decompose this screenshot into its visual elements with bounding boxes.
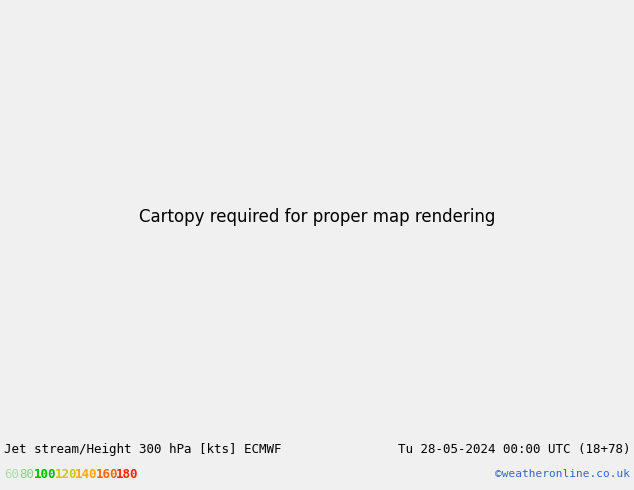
Text: Tu 28-05-2024 00:00 UTC (18+78): Tu 28-05-2024 00:00 UTC (18+78) [398,443,630,456]
Text: 60: 60 [4,468,19,481]
Text: Jet stream/Height 300 hPa [kts] ECMWF: Jet stream/Height 300 hPa [kts] ECMWF [4,443,281,456]
Text: 80: 80 [19,468,34,481]
Text: Cartopy required for proper map rendering: Cartopy required for proper map renderin… [139,208,495,226]
Text: 120: 120 [55,468,77,481]
Text: 100: 100 [34,468,56,481]
Text: ©weatheronline.co.uk: ©weatheronline.co.uk [495,469,630,479]
Text: 140: 140 [75,468,98,481]
Text: 180: 180 [116,468,138,481]
Text: 160: 160 [96,468,118,481]
